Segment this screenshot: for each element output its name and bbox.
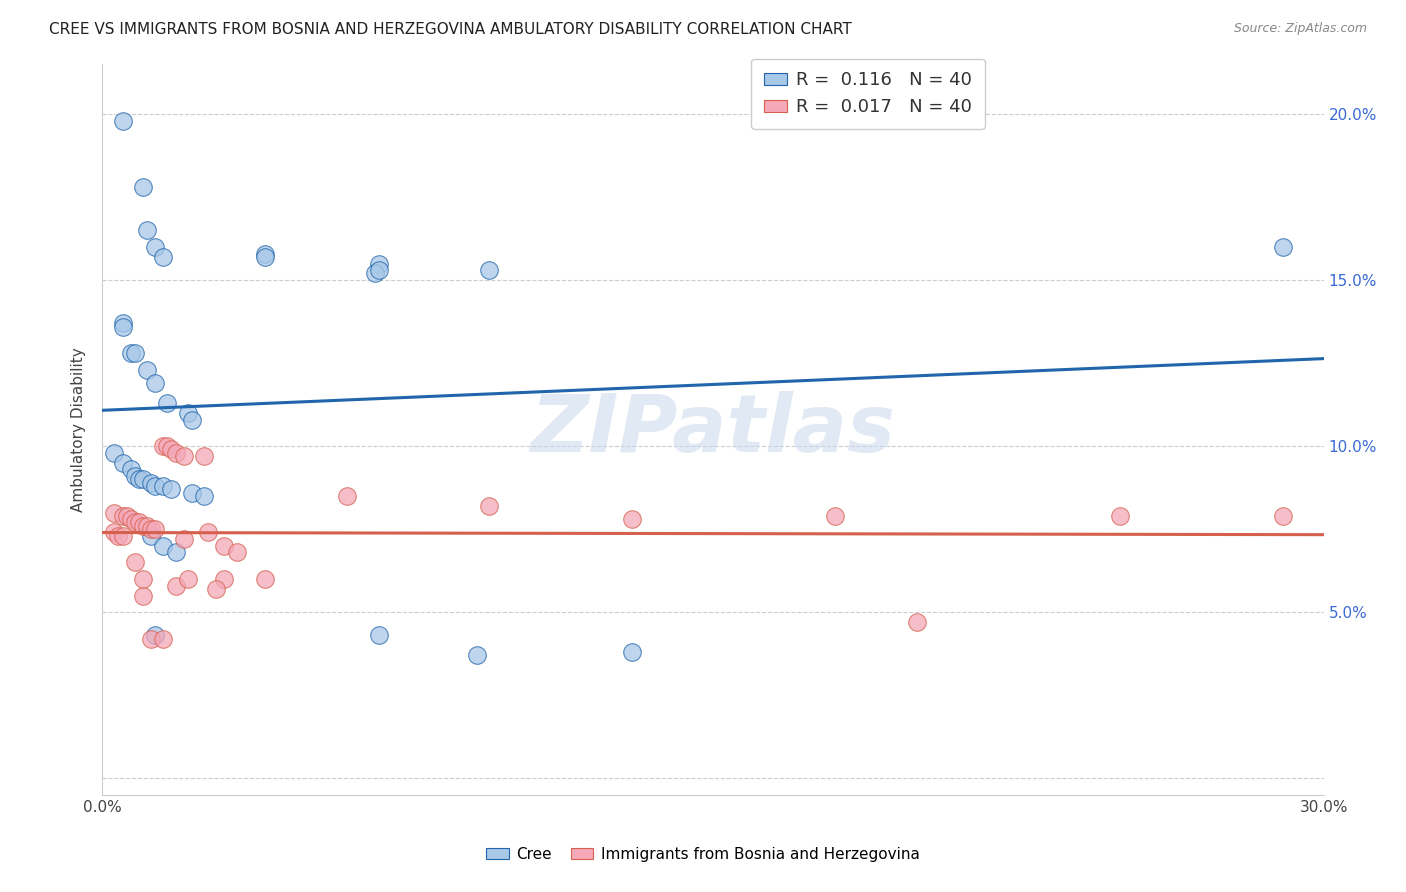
Point	[368, 263, 391, 277]
Point	[824, 508, 846, 523]
Point	[905, 615, 928, 629]
Point	[152, 479, 174, 493]
Legend: Cree, Immigrants from Bosnia and Herzegovina: Cree, Immigrants from Bosnia and Herzego…	[479, 841, 927, 868]
Point	[197, 525, 219, 540]
Legend: R =  0.116   N = 40, R =  0.017   N = 40: R = 0.116 N = 40, R = 0.017 N = 40	[751, 59, 984, 129]
Point	[132, 572, 155, 586]
Point	[103, 525, 125, 540]
Point	[128, 516, 150, 530]
Y-axis label: Ambulatory Disability: Ambulatory Disability	[72, 347, 86, 512]
Point	[132, 589, 155, 603]
Point	[139, 522, 162, 536]
Point	[128, 472, 150, 486]
Point	[136, 518, 159, 533]
Point	[103, 506, 125, 520]
Point	[124, 346, 146, 360]
Point	[136, 223, 159, 237]
Point	[335, 489, 357, 503]
Point	[120, 346, 142, 360]
Point	[254, 246, 277, 260]
Point	[165, 578, 187, 592]
Point	[120, 512, 142, 526]
Point	[205, 582, 228, 596]
Point	[139, 475, 162, 490]
Point	[225, 545, 247, 559]
Point	[620, 512, 643, 526]
Point	[620, 645, 643, 659]
Point	[111, 113, 134, 128]
Point	[143, 240, 166, 254]
Point	[1109, 508, 1132, 523]
Point	[465, 648, 488, 663]
Point	[132, 180, 155, 194]
Point	[160, 483, 183, 497]
Point	[193, 449, 215, 463]
Point	[124, 555, 146, 569]
Point	[173, 532, 195, 546]
Point	[214, 539, 236, 553]
Point	[115, 508, 138, 523]
Point	[193, 489, 215, 503]
Point	[177, 406, 200, 420]
Point	[139, 529, 162, 543]
Point	[143, 479, 166, 493]
Point	[364, 267, 387, 281]
Point	[368, 256, 391, 270]
Point	[111, 529, 134, 543]
Point	[160, 442, 183, 457]
Point	[478, 263, 501, 277]
Point	[111, 316, 134, 330]
Point	[165, 545, 187, 559]
Point	[132, 518, 155, 533]
Point	[136, 363, 159, 377]
Point	[180, 485, 202, 500]
Point	[254, 250, 277, 264]
Point	[107, 529, 129, 543]
Text: CREE VS IMMIGRANTS FROM BOSNIA AND HERZEGOVINA AMBULATORY DISABILITY CORRELATION: CREE VS IMMIGRANTS FROM BOSNIA AND HERZE…	[49, 22, 852, 37]
Point	[132, 472, 155, 486]
Point	[152, 250, 174, 264]
Point	[254, 572, 277, 586]
Point	[120, 462, 142, 476]
Point	[124, 469, 146, 483]
Point	[1272, 508, 1295, 523]
Point	[111, 508, 134, 523]
Point	[139, 632, 162, 646]
Point	[173, 449, 195, 463]
Point	[165, 446, 187, 460]
Point	[143, 628, 166, 642]
Text: Source: ZipAtlas.com: Source: ZipAtlas.com	[1233, 22, 1367, 36]
Point	[156, 396, 179, 410]
Point	[111, 319, 134, 334]
Point	[152, 539, 174, 553]
Point	[214, 572, 236, 586]
Point	[156, 439, 179, 453]
Point	[152, 632, 174, 646]
Point	[152, 439, 174, 453]
Point	[143, 522, 166, 536]
Point	[1272, 240, 1295, 254]
Point	[124, 516, 146, 530]
Point	[177, 572, 200, 586]
Point	[103, 446, 125, 460]
Point	[478, 499, 501, 513]
Point	[180, 412, 202, 426]
Point	[111, 456, 134, 470]
Point	[368, 628, 391, 642]
Text: ZIPatlas: ZIPatlas	[530, 391, 896, 468]
Point	[143, 376, 166, 390]
